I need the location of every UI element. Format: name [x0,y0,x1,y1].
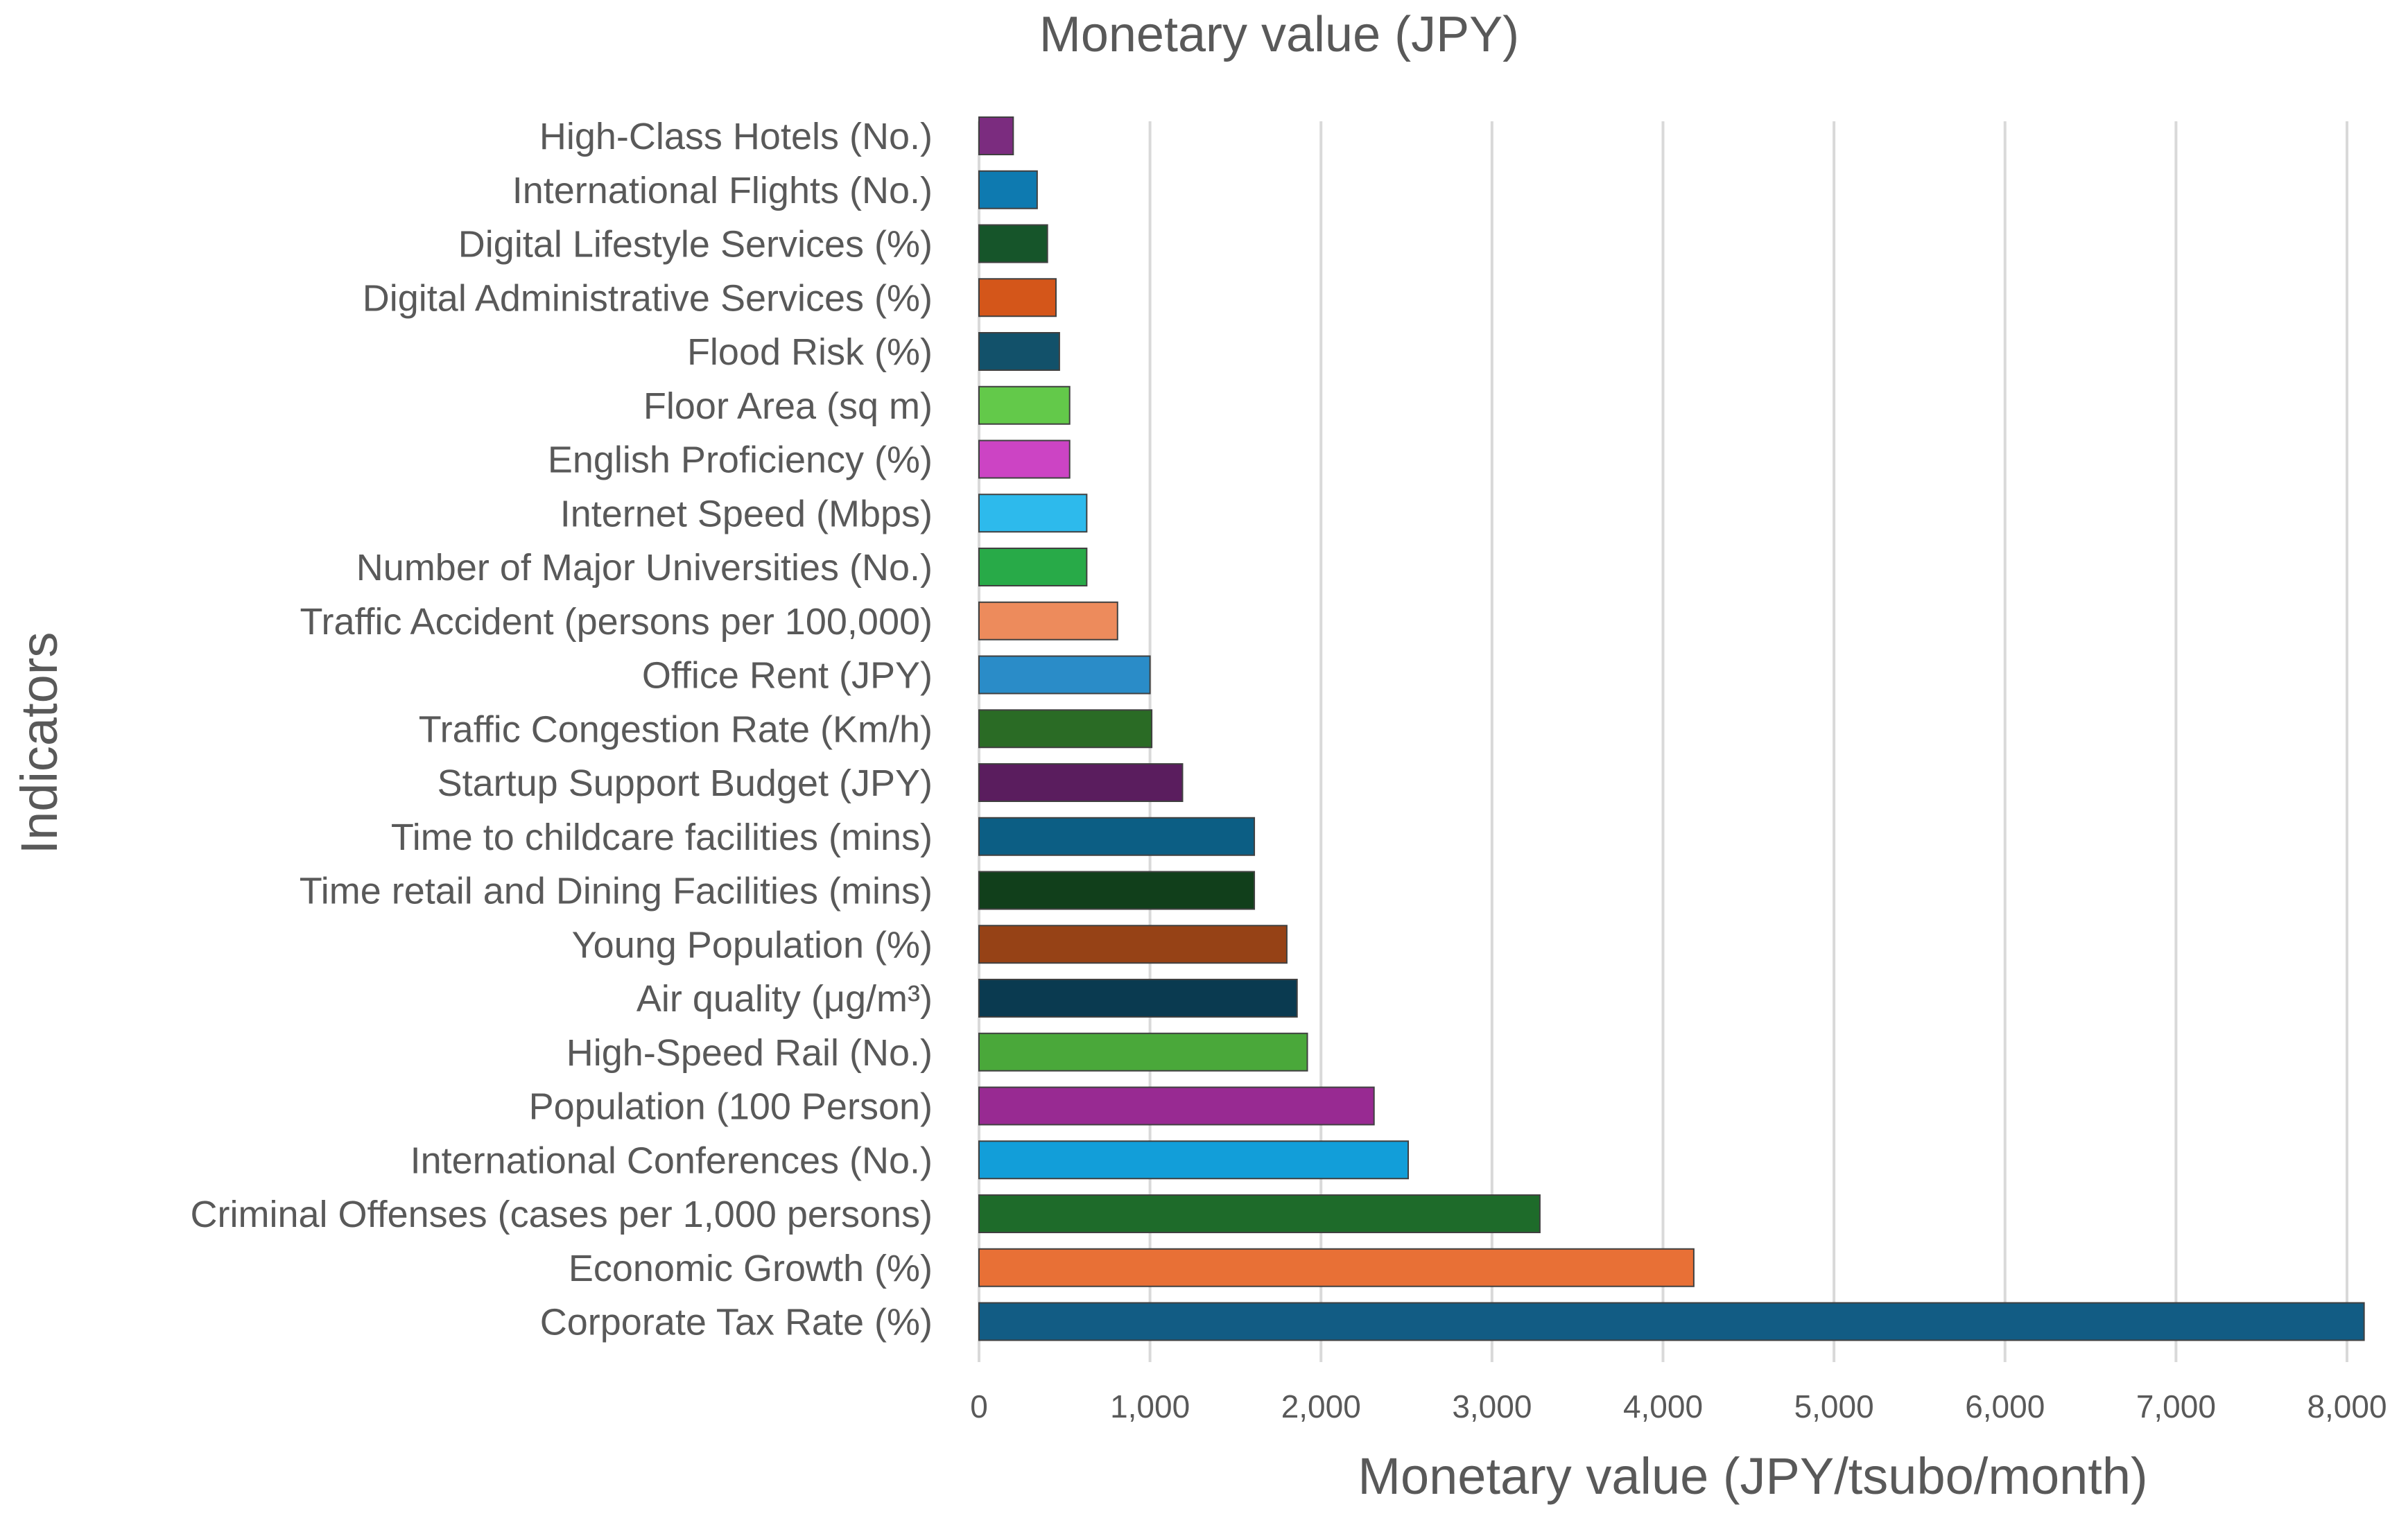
category-label: Startup Support Budget (JPY) [438,762,933,804]
bar [978,278,1057,317]
bar [978,1248,1695,1287]
category-label: Internet Speed (Mbps) [560,493,933,534]
bars [978,116,2365,1341]
bar [978,655,1151,695]
bar [978,332,1060,371]
bar [978,709,1153,749]
bar [978,439,1071,479]
category-label: Floor Area (sq m) [643,385,933,427]
x-tick-label: 8,000 [2307,1388,2387,1424]
bar [978,1302,2365,1341]
bar [978,1032,1308,1072]
category-label: International Flights (No.) [512,170,933,211]
category-label: Number of Major Universities (No.) [356,547,933,589]
x-tick-label: 0 [970,1388,988,1424]
category-label: Economic Growth (%) [569,1248,933,1289]
x-tick-label: 3,000 [1452,1388,1532,1424]
bar [978,601,1118,640]
x-tick-label: 1,000 [1110,1388,1190,1424]
category-label: High-Speed Rail (No.) [566,1032,933,1074]
bar [978,224,1048,263]
category-label: Traffic Congestion Rate (Km/h) [419,708,933,750]
bar [978,925,1288,964]
category-label: International Conferences (No.) [410,1140,933,1181]
x-tick-label: 5,000 [1794,1388,1874,1424]
category-label: Air quality (μg/m³) [636,978,933,1020]
bar [978,817,1256,856]
category-label: Time to childcare facilities (mins) [391,817,933,858]
x-tick-label: 6,000 [1965,1388,2045,1424]
gridlines [978,121,2348,1362]
category-label: Digital Administrative Services (%) [363,277,933,319]
category-label: Office Rent (JPY) [642,655,933,697]
bar [978,763,1184,802]
category-label: Young Population (%) [572,924,933,966]
bar [978,385,1071,425]
bar [978,1194,1541,1233]
category-label: Corporate Tax Rate (%) [540,1302,933,1343]
category-label: Time retail and Dining Facilities (mins) [300,871,933,912]
bar [978,116,1014,155]
y-axis-title: Indicators [10,632,68,855]
category-label: Criminal Offenses (cases per 1,000 perso… [191,1194,933,1235]
category-label: Traffic Accident (persons per 100,000) [300,601,933,643]
category-label: High-Class Hotels (No.) [539,116,933,157]
category-label: Flood Risk (%) [687,331,933,373]
bar [978,548,1088,586]
category-labels: High-Class Hotels (No.) International Fli… [191,116,933,1343]
category-label: Population (100 Person) [529,1086,933,1128]
x-axis-title: Monetary value (JPY/tsubo/month) [1358,1447,2147,1505]
category-label: English Proficiency (%) [548,439,933,481]
x-tick-labels: 0 1,000 2,000 3,000 4,000 5,000 6,000 7,000 8,00… [970,1388,2387,1424]
x-tick-label: 2,000 [1281,1388,1361,1424]
bar [978,1086,1375,1126]
x-tick-label: 4,000 [1623,1388,1703,1424]
bar [978,979,1298,1018]
x-tick-label: 7,000 [2136,1388,2216,1424]
bar [978,170,1038,209]
chart-title: Monetary value (JPY) [1039,7,1519,62]
category-label: Digital Lifestyle Services (%) [458,224,933,265]
bar [978,1140,1410,1180]
bar [978,871,1256,910]
bar [978,494,1088,533]
